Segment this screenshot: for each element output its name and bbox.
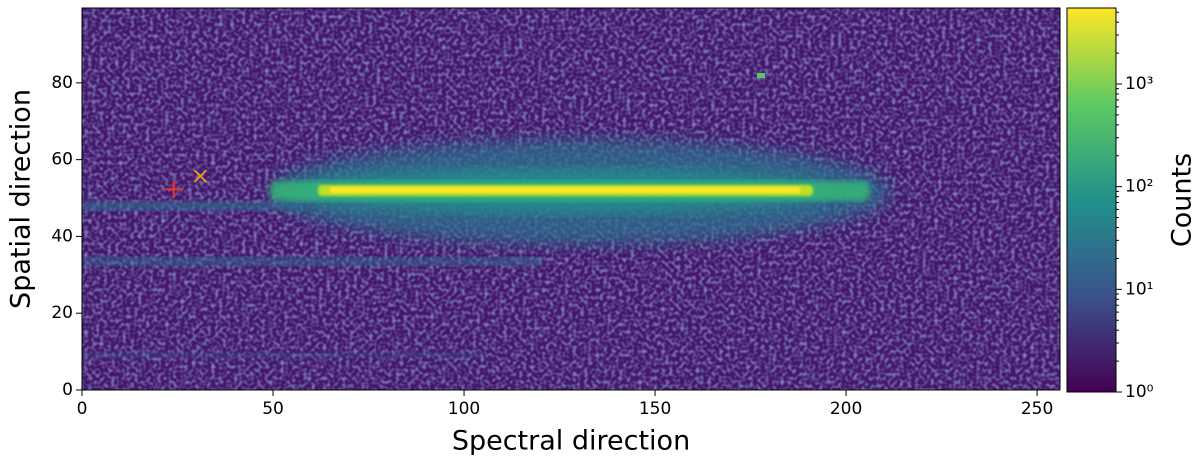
- plot-frame: [81, 7, 1061, 391]
- x-axis-label: Spectral direction: [452, 426, 690, 457]
- x-tick-label: 100: [448, 399, 480, 419]
- x-tick-label: 200: [830, 399, 862, 419]
- trace-core: [330, 187, 800, 193]
- colorbar-tick-label: 10⁰: [1125, 382, 1154, 402]
- x-tick-label: 0: [77, 399, 88, 419]
- y-tick-label: 60: [51, 150, 73, 170]
- marker: [164, 180, 183, 199]
- streak: [82, 352, 482, 358]
- y-tick-label: 40: [51, 226, 73, 246]
- colorbar-label: Counts: [1167, 153, 1198, 247]
- y-tick-label: 20: [51, 303, 73, 323]
- x-tick-label: 50: [262, 399, 284, 419]
- x-tick-label: 250: [1021, 399, 1053, 419]
- colorbar: [1066, 7, 1117, 393]
- image: [82, 8, 1060, 390]
- colorbar-tick-label: 10³: [1125, 74, 1153, 94]
- marker: [193, 169, 208, 183]
- hot-pixel: [757, 73, 765, 78]
- x-tick-label: 150: [639, 399, 671, 419]
- colorbar-tick-label: 10¹: [1125, 279, 1153, 299]
- streak: [82, 257, 542, 266]
- streak: [82, 201, 302, 211]
- y-axis-label: Spatial direction: [6, 89, 37, 309]
- y-tick-label: 80: [51, 73, 73, 93]
- colorbar-tick-label: 10²: [1125, 177, 1153, 197]
- marker-stroke: [193, 169, 208, 183]
- y-tick-label: 0: [62, 380, 73, 400]
